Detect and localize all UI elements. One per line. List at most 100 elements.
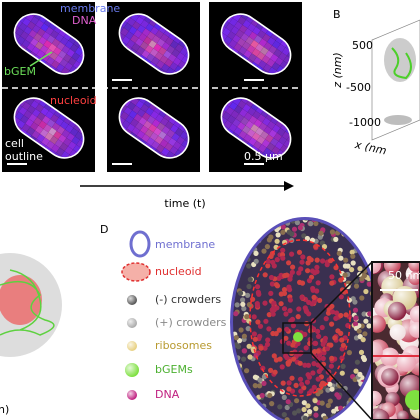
particle bbox=[234, 302, 240, 308]
pixel bbox=[63, 53, 72, 63]
particle bbox=[246, 343, 252, 349]
pixel bbox=[235, 29, 245, 39]
pixel bbox=[51, 60, 60, 69]
pixel bbox=[26, 127, 36, 136]
pixel bbox=[266, 58, 276, 68]
pixel bbox=[123, 22, 133, 32]
pixel bbox=[63, 137, 72, 147]
particle bbox=[349, 267, 355, 273]
pixel bbox=[66, 48, 75, 58]
pixel bbox=[146, 115, 156, 125]
shine bbox=[408, 262, 420, 273]
pixel bbox=[266, 142, 276, 152]
pixel bbox=[25, 34, 34, 44]
shine bbox=[372, 341, 383, 363]
pixel bbox=[253, 56, 262, 66]
particle bbox=[257, 323, 264, 329]
particle bbox=[283, 311, 289, 317]
pixel bbox=[234, 105, 243, 114]
x-tick: -1000 bbox=[349, 116, 381, 129]
particle bbox=[338, 255, 344, 261]
particle bbox=[250, 220, 256, 223]
particle bbox=[306, 299, 312, 305]
particle bbox=[286, 260, 292, 266]
particle bbox=[242, 229, 248, 235]
legend-label: ribosomes bbox=[155, 339, 212, 352]
pixel bbox=[164, 58, 174, 68]
particle bbox=[343, 312, 349, 318]
particle bbox=[280, 224, 286, 230]
pixel bbox=[161, 63, 170, 73]
pixel bbox=[262, 33, 271, 43]
pixel bbox=[61, 129, 70, 138]
particle bbox=[365, 245, 372, 251]
pixel bbox=[247, 23, 256, 32]
pixel bbox=[49, 135, 59, 145]
pixel bbox=[165, 121, 174, 130]
pixel bbox=[176, 52, 185, 61]
pixel bbox=[168, 137, 177, 147]
particle bbox=[362, 251, 368, 257]
pixel bbox=[65, 40, 74, 49]
particle bbox=[305, 260, 311, 266]
pixel bbox=[276, 44, 286, 53]
particle bbox=[303, 345, 309, 351]
pixel bbox=[30, 100, 40, 109]
pixel bbox=[35, 103, 44, 113]
particle bbox=[241, 224, 247, 231]
particle bbox=[364, 249, 370, 255]
particle bbox=[289, 269, 295, 275]
pixel bbox=[257, 30, 266, 39]
pixel bbox=[237, 16, 247, 25]
shine bbox=[396, 352, 417, 372]
particle bbox=[270, 311, 276, 317]
pixel bbox=[144, 44, 154, 54]
pixel bbox=[68, 141, 77, 150]
pixel bbox=[256, 51, 266, 61]
particle bbox=[276, 327, 282, 333]
pixel bbox=[240, 33, 249, 42]
pixel bbox=[21, 39, 31, 48]
particle bbox=[271, 263, 277, 269]
pixel bbox=[23, 110, 33, 119]
pixel bbox=[239, 24, 248, 34]
pixel bbox=[18, 22, 28, 32]
pixel bbox=[25, 118, 34, 128]
pixel bbox=[48, 43, 57, 52]
particle bbox=[353, 283, 360, 289]
particle bbox=[280, 247, 286, 253]
particle bbox=[260, 220, 266, 225]
particle bbox=[287, 276, 293, 282]
pixel bbox=[163, 134, 172, 143]
axis-fragment: n) bbox=[0, 403, 9, 416]
pixel bbox=[35, 125, 44, 134]
pixel bbox=[267, 121, 276, 130]
pixel bbox=[160, 117, 169, 127]
pixel bbox=[69, 128, 79, 137]
pixel bbox=[245, 120, 254, 129]
pixel bbox=[171, 48, 180, 58]
particle bbox=[274, 238, 280, 244]
particle bbox=[269, 307, 275, 313]
particle bbox=[252, 220, 258, 222]
particle bbox=[297, 376, 304, 382]
pixel bbox=[156, 122, 166, 131]
particle bbox=[287, 297, 293, 303]
particle bbox=[235, 390, 241, 396]
particle bbox=[239, 238, 245, 244]
particle bbox=[284, 404, 290, 411]
pixel bbox=[59, 58, 69, 68]
pixel bbox=[250, 40, 259, 49]
particle bbox=[313, 412, 319, 418]
pixel bbox=[251, 48, 261, 57]
particle bbox=[339, 355, 345, 361]
particle bbox=[368, 243, 374, 249]
pixel bbox=[146, 53, 155, 62]
particle bbox=[253, 250, 259, 256]
particle bbox=[365, 220, 371, 222]
particle bbox=[308, 418, 314, 420]
particle bbox=[329, 303, 335, 309]
shine bbox=[387, 301, 407, 321]
pixel bbox=[225, 106, 235, 116]
particle bbox=[329, 386, 335, 392]
